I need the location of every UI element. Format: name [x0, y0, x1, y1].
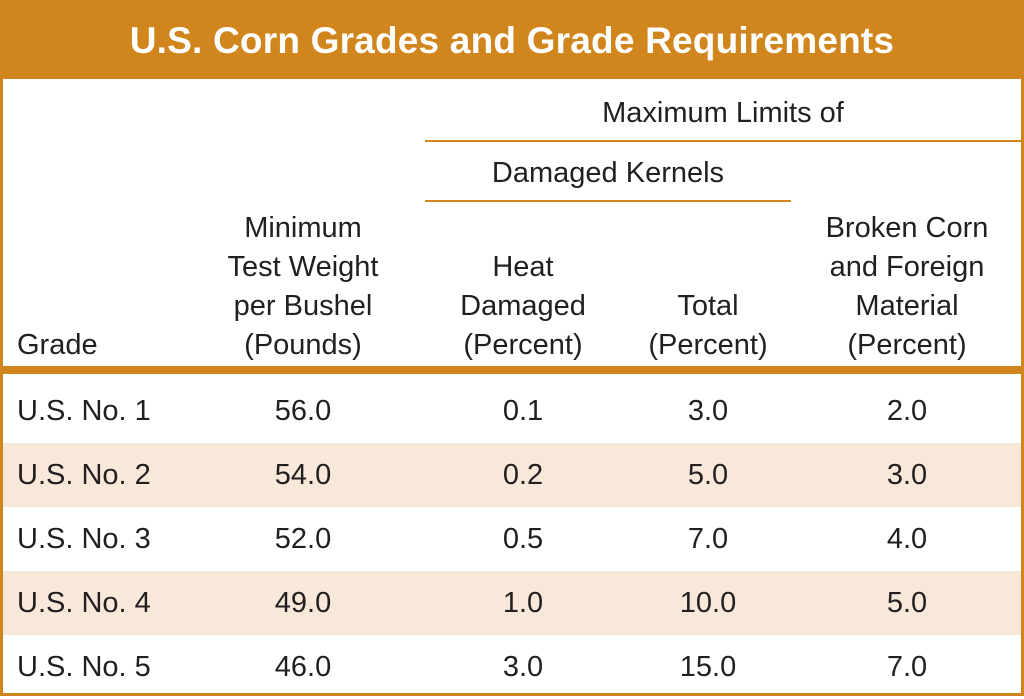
cell-grade: U.S. No. 1 — [17, 395, 151, 427]
cell-broken-corn: 3.0 — [886, 459, 928, 491]
header-group-underline — [425, 140, 1021, 142]
cell-heat-damaged: 3.0 — [502, 651, 544, 683]
cell-broken-corn: 5.0 — [886, 587, 928, 619]
cell-total: 3.0 — [687, 395, 729, 427]
cell-test-weight: 49.0 — [274, 587, 332, 619]
cell-total: 15.0 — [679, 651, 737, 683]
cell-test-weight: 46.0 — [274, 651, 332, 683]
table-title: U.S. Corn Grades and Grade Requirements — [129, 20, 895, 61]
cell-heat-damaged: 0.2 — [502, 459, 544, 491]
cell-broken-corn: 7.0 — [886, 651, 928, 683]
table-row: U.S. No. 2 54.0 0.2 5.0 3.0 — [3, 443, 1021, 507]
col-header-test-weight: Minimum Test Weight per Bushel (Pounds) — [227, 212, 379, 361]
table-row: U.S. No. 4 49.0 1.0 10.0 5.0 — [3, 571, 1021, 635]
cell-total: 7.0 — [687, 523, 729, 555]
header-group-maximum-limits: Maximum Limits of — [602, 97, 844, 129]
header-subgroup-underline — [425, 200, 791, 202]
cell-broken-corn: 2.0 — [886, 395, 928, 427]
cell-total: 5.0 — [687, 459, 729, 491]
cell-broken-corn: 4.0 — [886, 523, 928, 555]
col-header-total: Total (Percent) — [648, 290, 768, 361]
table-row: U.S. No. 1 56.0 0.1 3.0 2.0 — [3, 379, 1021, 443]
cell-grade: U.S. No. 2 — [17, 459, 151, 491]
cell-total: 10.0 — [679, 587, 737, 619]
cell-heat-damaged: 0.1 — [502, 395, 544, 427]
cell-grade: U.S. No. 5 — [17, 651, 151, 683]
cell-heat-damaged: 1.0 — [502, 587, 544, 619]
table-row: U.S. No. 5 46.0 3.0 15.0 7.0 — [3, 635, 1021, 699]
table-row: U.S. No. 3 52.0 0.5 7.0 4.0 — [3, 507, 1021, 571]
col-header-grade: Grade — [17, 329, 98, 361]
cell-grade: U.S. No. 4 — [17, 587, 151, 619]
cell-heat-damaged: 0.5 — [502, 523, 544, 555]
cell-test-weight: 56.0 — [274, 395, 332, 427]
title-bar: U.S. Corn Grades and Grade Requirements — [3, 3, 1021, 79]
cell-test-weight: 54.0 — [274, 459, 332, 491]
header-subgroup-damaged-kernels: Damaged Kernels — [491, 157, 725, 189]
header-divider — [3, 366, 1021, 374]
cell-grade: U.S. No. 3 — [17, 523, 151, 555]
col-header-heat-damaged: Heat Damaged (Percent) — [460, 251, 586, 361]
col-header-broken-corn: Broken Corn and Foreign Material (Percen… — [825, 212, 989, 361]
cell-test-weight: 52.0 — [274, 523, 332, 555]
